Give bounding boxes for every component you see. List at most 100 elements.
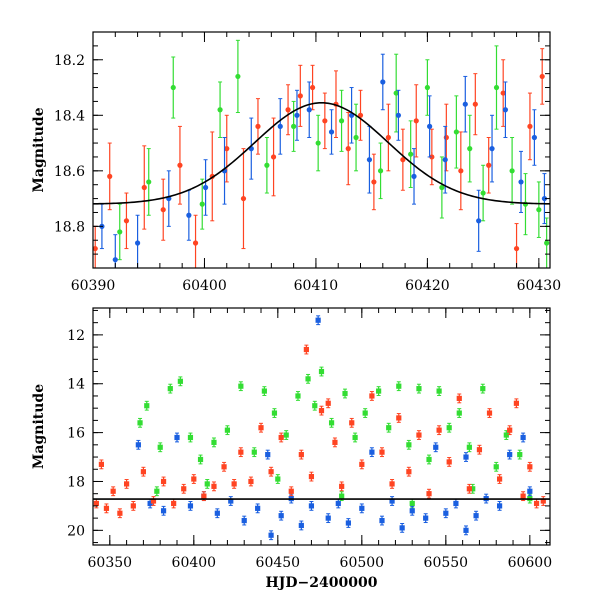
data-point (443, 510, 449, 516)
data-point (298, 522, 304, 529)
data-point (224, 427, 231, 433)
data-point (306, 107, 312, 113)
data-point (268, 469, 274, 475)
data-point (540, 498, 546, 504)
data-point (214, 510, 220, 516)
data-point (456, 410, 462, 416)
data-point (423, 515, 429, 521)
data-point (436, 388, 442, 394)
data-point (177, 378, 183, 384)
y-tick-label: 16 (67, 426, 85, 442)
data-point (305, 376, 311, 382)
data-point (117, 229, 123, 235)
data-point (228, 498, 234, 504)
data-point (298, 451, 304, 458)
data-point (135, 442, 141, 448)
data-point (157, 444, 163, 450)
data-point (217, 107, 223, 113)
data-point (177, 162, 183, 168)
data-point (154, 488, 160, 494)
x-tick-label: 60420 (405, 278, 450, 294)
data-point (270, 154, 277, 160)
data-point (181, 486, 187, 492)
data-point (342, 390, 348, 397)
data-point (199, 201, 205, 207)
data-point (371, 179, 377, 185)
data-point (517, 451, 523, 458)
data-point (283, 432, 289, 438)
data-point (473, 513, 479, 519)
data-point (536, 207, 542, 213)
data-point (416, 432, 422, 438)
data-point (187, 434, 194, 441)
data-point (396, 383, 402, 389)
data-point (174, 434, 180, 441)
data-point (366, 157, 373, 163)
data-point (258, 425, 264, 431)
data-point (297, 93, 303, 99)
data-point (399, 525, 405, 531)
data-point (171, 500, 177, 507)
data-point (462, 101, 468, 107)
data-layer (93, 39, 550, 268)
data-point (107, 173, 113, 179)
data-point (520, 434, 526, 441)
x-tick-label: 60450 (256, 555, 301, 571)
data-point (439, 184, 445, 191)
data-point (268, 532, 274, 538)
data-point (322, 118, 328, 124)
data-point (103, 505, 110, 511)
data-point (533, 500, 540, 507)
data-point (544, 240, 550, 246)
data-point (271, 410, 278, 416)
data-point (409, 500, 415, 507)
x-tick-label: 60410 (294, 278, 339, 294)
y-tick-label: 14 (67, 377, 85, 393)
data-point (411, 173, 417, 179)
data-point (389, 498, 395, 504)
data-point (261, 388, 267, 394)
data-point (294, 112, 300, 118)
data-point (277, 123, 283, 129)
data-point (241, 517, 247, 524)
data-point (345, 520, 351, 526)
data-point (458, 168, 464, 174)
data-point (146, 179, 152, 185)
data-point (197, 456, 204, 463)
data-point (295, 393, 301, 399)
data-point (137, 420, 143, 426)
y-axis-label: Magnitude (31, 107, 47, 192)
data-point (453, 129, 459, 135)
y-tick-label: 18.2 (54, 53, 85, 69)
data-point (255, 505, 261, 511)
data-point (357, 112, 364, 118)
data-point (416, 386, 422, 392)
x-tick-label: 60550 (424, 555, 469, 571)
data-point (377, 168, 384, 174)
data-point (315, 140, 321, 146)
data-point (406, 469, 412, 475)
data-point (531, 134, 537, 141)
data-point (493, 464, 499, 470)
series-0 (137, 366, 533, 509)
data-point (231, 481, 237, 487)
data-point (527, 488, 533, 494)
plot-frame (92, 307, 551, 546)
data-point (328, 420, 335, 426)
data-point (500, 90, 506, 96)
bottom-panel-full-light-curve: 60350 60400 60450 60500 60550 60600 12 14 16 18 20… (31, 307, 552, 591)
data-point (369, 449, 375, 455)
data-point (480, 386, 486, 392)
series-1 (135, 315, 533, 541)
data-point (328, 129, 335, 135)
data-point (345, 146, 351, 152)
data-point (238, 449, 244, 455)
data-point (489, 146, 495, 152)
data-point (124, 481, 130, 487)
y-tick-label: 18.6 (54, 164, 85, 180)
data-point (238, 383, 244, 389)
data-point (467, 146, 473, 152)
data-point (513, 245, 520, 252)
data-point (359, 461, 365, 467)
